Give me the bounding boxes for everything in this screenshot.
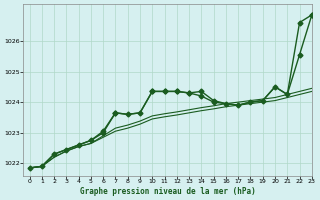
X-axis label: Graphe pression niveau de la mer (hPa): Graphe pression niveau de la mer (hPa): [80, 187, 255, 196]
